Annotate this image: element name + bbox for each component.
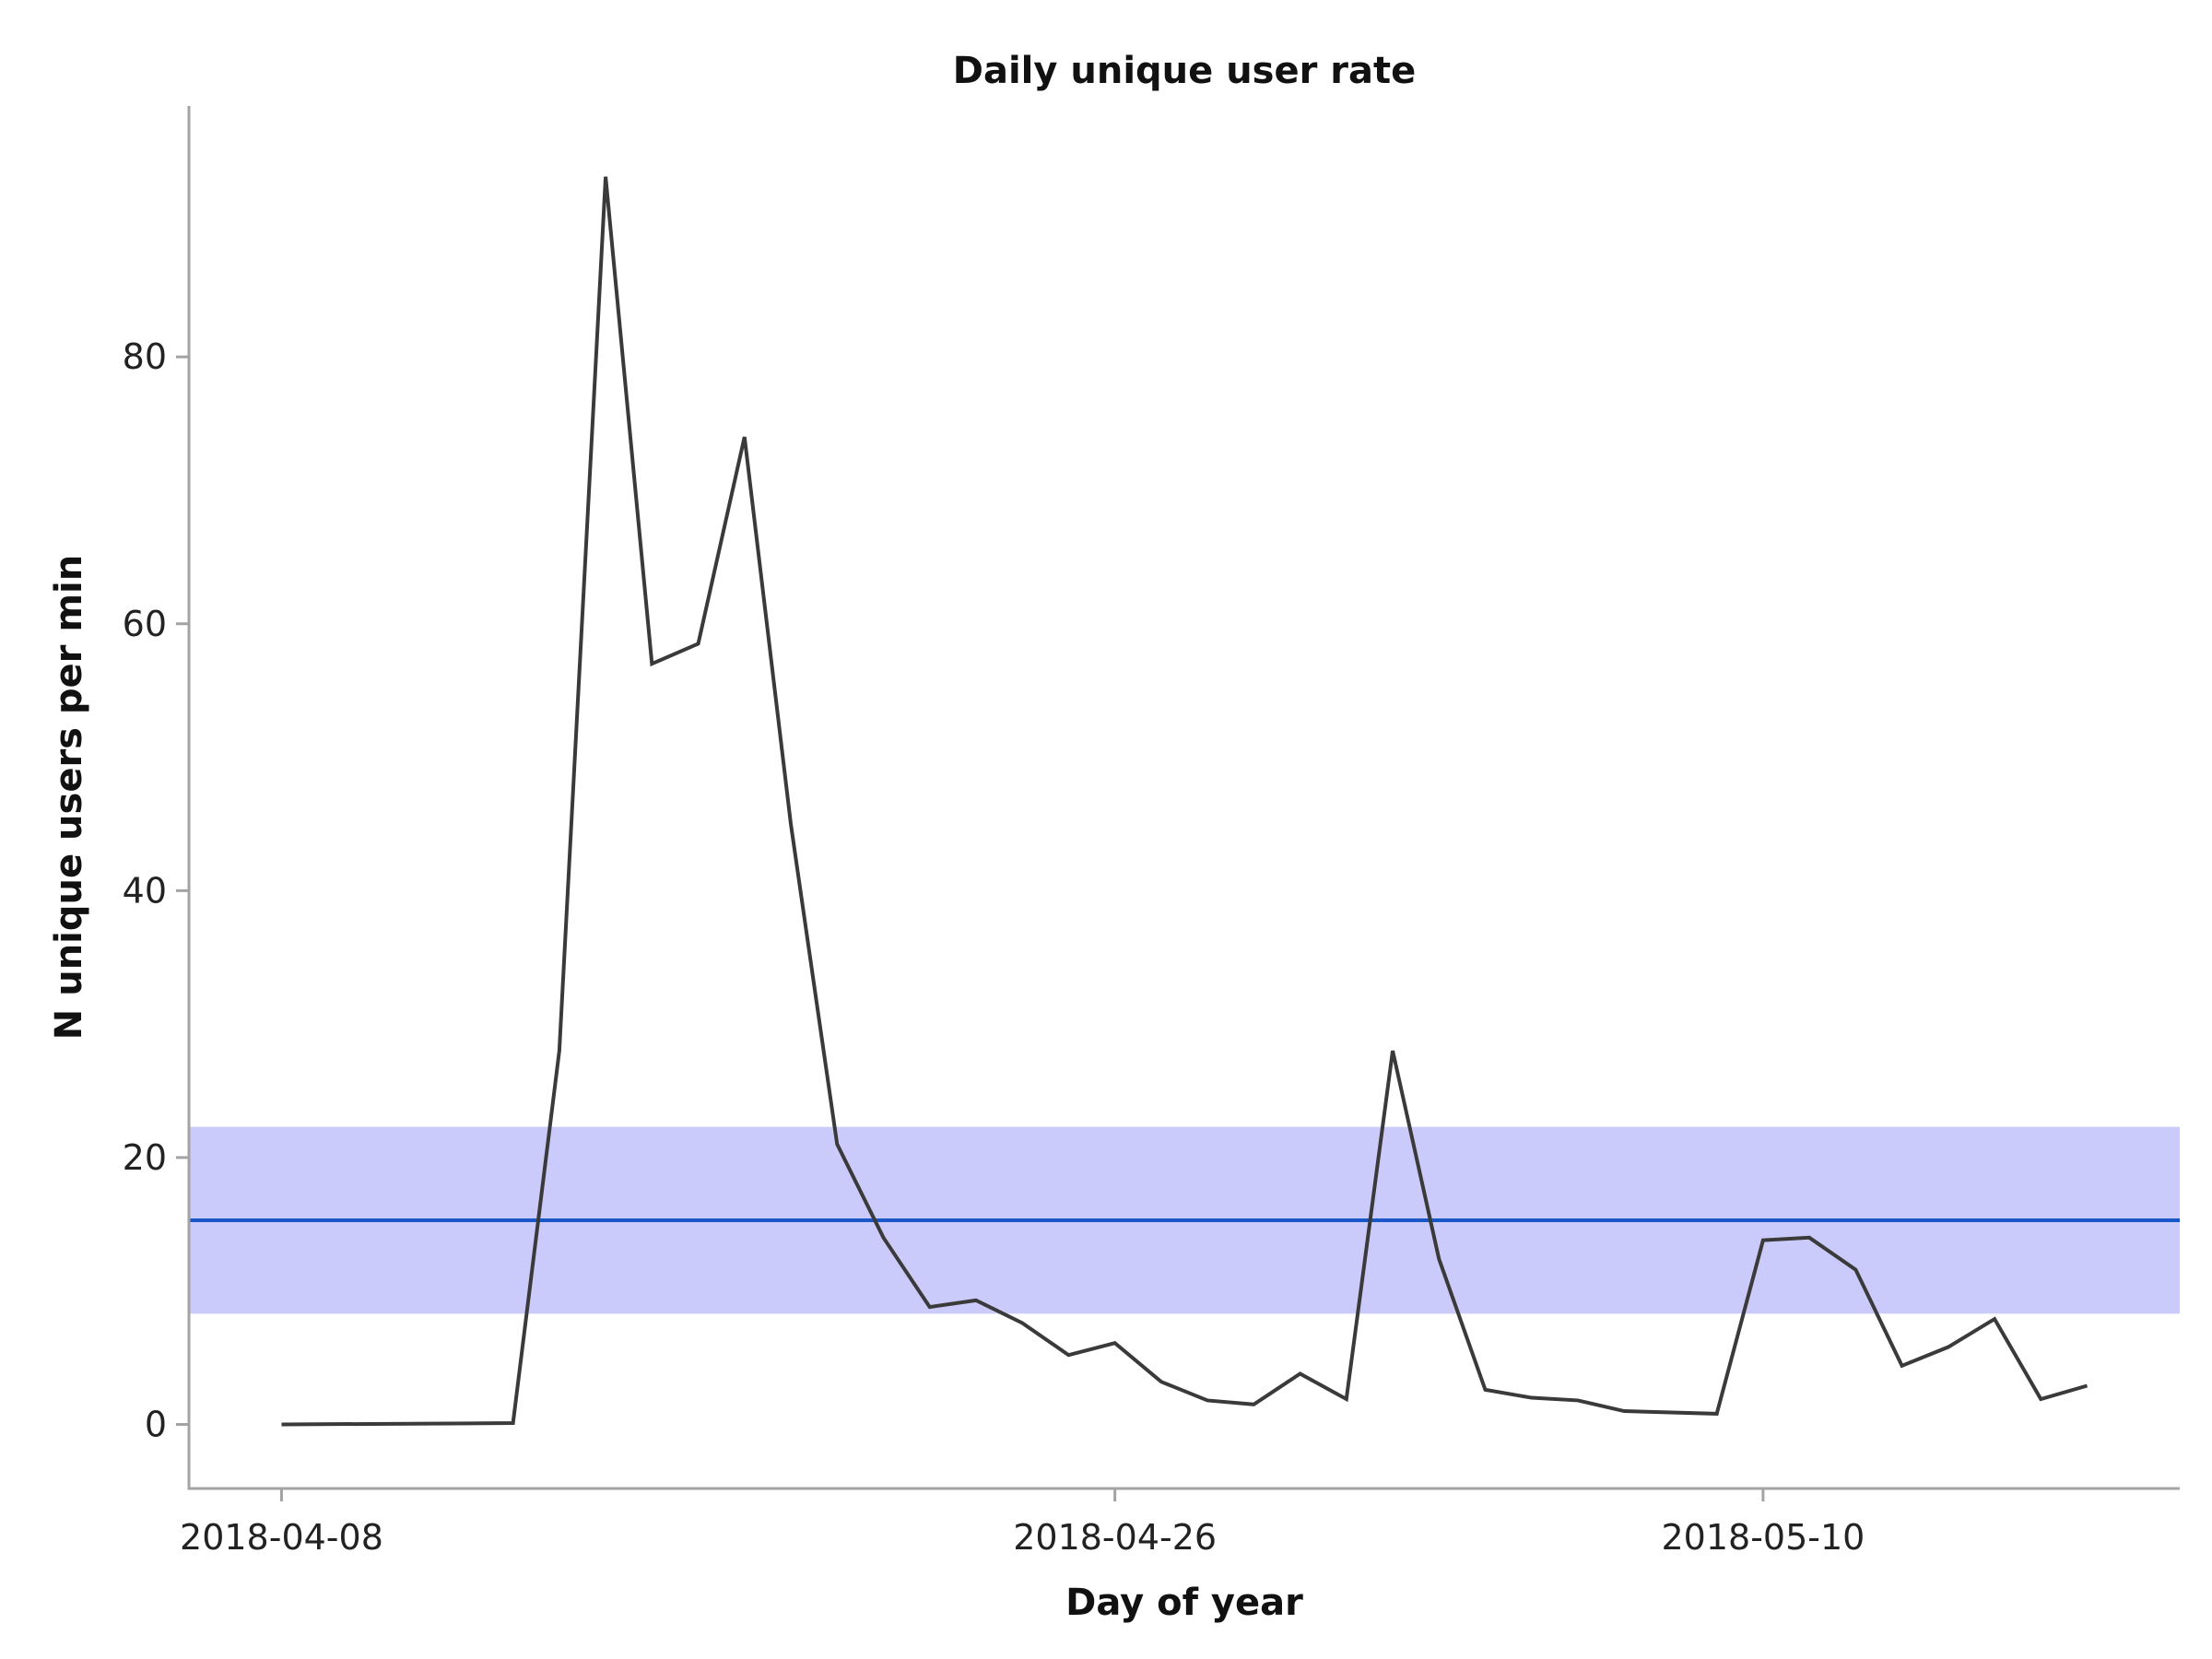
y-tick-label: 40 bbox=[123, 870, 167, 911]
x-tick-label: 2018-04-08 bbox=[180, 1517, 383, 1558]
series-line-0 bbox=[281, 176, 2088, 1427]
x-tick-label: 2018-04-26 bbox=[1013, 1517, 1217, 1558]
x-axis-label: Day of year bbox=[1065, 1582, 1303, 1624]
y-tick-label: 0 bbox=[145, 1405, 167, 1445]
y-tick-label: 80 bbox=[123, 336, 167, 377]
axes-frame bbox=[187, 106, 2180, 1490]
chart-title: Daily unique user rate bbox=[953, 50, 1416, 92]
y-tick-label: 20 bbox=[123, 1137, 167, 1178]
plot-area: 0 20 40 60 80 2018-04-08 2018-04-26 2018-05-10 bbox=[123, 106, 2180, 1558]
x-tick-label: 2018-05-10 bbox=[1661, 1517, 1865, 1558]
y-tick-label: 60 bbox=[123, 604, 167, 644]
y-axis-label: N unique users per min bbox=[48, 555, 90, 1040]
